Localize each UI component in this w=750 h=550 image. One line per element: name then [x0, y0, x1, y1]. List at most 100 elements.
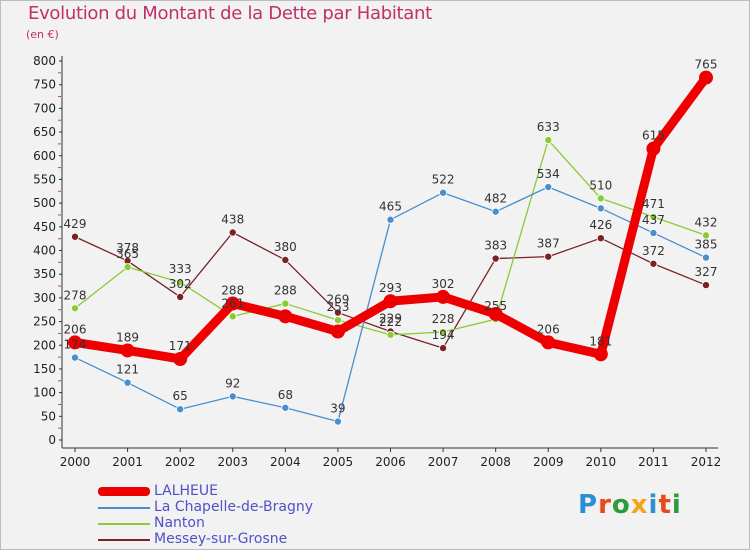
series-2-point: [649, 212, 658, 221]
y-tick-label: 100: [33, 386, 56, 400]
series-0-point: [120, 343, 135, 358]
y-tick-label: 450: [33, 220, 56, 234]
series-3-point: [491, 254, 500, 263]
y-tick-label: 550: [33, 172, 56, 186]
legend: LALHEUE La Chapelle-de-Bragny Nanton Messey…: [98, 483, 418, 548]
series-3-point: [71, 232, 80, 241]
chart-title: Evolution du Montant de la Dette par Hab…: [28, 3, 432, 24]
x-tick-label: 2011: [638, 455, 669, 469]
data-label: 222: [379, 315, 402, 329]
x-tick-label: 2007: [428, 455, 459, 469]
x-tick-label: 2004: [270, 455, 301, 469]
data-label: 438: [221, 212, 244, 226]
series-2-point: [228, 312, 237, 321]
series-2-point: [439, 327, 448, 336]
x-tick-label: 2002: [165, 455, 196, 469]
x-tick-label: 2005: [323, 455, 354, 469]
data-label: 171: [169, 339, 192, 353]
legend-item: La Chapelle-de-Bragny: [98, 499, 418, 516]
proxiti-logo: Proxiti: [578, 490, 682, 520]
logo-letter: x: [630, 490, 649, 520]
x-tick-label: 2000: [60, 455, 91, 469]
data-label: 437: [642, 213, 665, 227]
y-tick-label: 700: [33, 101, 56, 115]
series-0-point: [173, 351, 188, 366]
series-1-point: [544, 183, 553, 192]
data-label: 387: [537, 237, 560, 251]
y-tick-label: 750: [33, 78, 56, 92]
x-tick-label: 2012: [691, 455, 722, 469]
series-0-point: [699, 70, 713, 85]
series-0-point: [68, 335, 82, 350]
series-0-point: [593, 347, 608, 362]
logo-letter: i: [648, 490, 659, 520]
data-label: 92: [225, 376, 240, 390]
series-0-point: [436, 289, 451, 304]
axes: [58, 56, 718, 449]
data-label: 261: [221, 296, 244, 310]
series-3-point: [702, 281, 711, 290]
series-2-point: [333, 316, 342, 325]
y-tick-label: 300: [33, 291, 56, 305]
legend-swatch: [98, 507, 150, 509]
chart-subtitle: (en €): [26, 28, 59, 41]
data-label: 229: [379, 312, 402, 326]
y-tick-label: 400: [33, 244, 56, 258]
series-2-point: [71, 304, 80, 313]
series-2-point: [123, 263, 132, 272]
x-tick-label: 2009: [533, 455, 564, 469]
legend-label: La Chapelle-de-Bragny: [154, 499, 314, 515]
series-1-point: [491, 207, 500, 216]
series-1-point: [176, 405, 185, 414]
series-2-point: [176, 278, 185, 287]
data-label: 380: [274, 240, 297, 254]
y-tick-label: 200: [33, 338, 56, 352]
data-label: 471: [642, 197, 665, 211]
data-label: 510: [589, 178, 612, 192]
data-label: 194: [432, 328, 455, 342]
y-tick-label: 0: [48, 433, 56, 447]
data-label: 372: [642, 244, 665, 258]
series-0-point: [278, 309, 293, 324]
series-0-point: [383, 294, 398, 309]
series-3-point: [228, 228, 237, 237]
data-label: 482: [484, 192, 507, 206]
data-label: 121: [116, 363, 139, 377]
x-tick-label: 2006: [375, 455, 406, 469]
series-0-point: [541, 335, 556, 350]
series-1-point: [386, 215, 395, 224]
data-label: 633: [537, 120, 560, 134]
logo-letter: t: [658, 490, 672, 520]
logo-letter: i: [671, 490, 682, 520]
data-label: 255: [484, 299, 507, 313]
series-1-point: [281, 403, 290, 412]
x-tick-label: 2008: [480, 455, 511, 469]
series-2-point: [386, 330, 395, 339]
series-2-point: [544, 136, 553, 145]
series-3-point: [596, 234, 605, 243]
series-3-point: [544, 252, 553, 261]
data-label: 432: [695, 215, 718, 229]
legend-label: Messey-sur-Grosne: [154, 531, 288, 547]
data-label: 278: [64, 288, 87, 302]
logo-letter: r: [598, 490, 612, 520]
legend-item: Nanton: [98, 515, 418, 532]
series-0-point: [488, 306, 503, 321]
series-3-point: [439, 344, 448, 353]
y-tick-label: 250: [33, 315, 56, 329]
series-1-point: [702, 253, 711, 262]
data-labels-layer: 206 189 171 288 293 302 206 181 615 765 174 121 65 92…: [64, 58, 718, 416]
data-label: 385: [695, 238, 718, 252]
series-3-point: [176, 292, 185, 301]
series-1-point: [439, 188, 448, 197]
y-tick-label: 650: [33, 125, 56, 139]
data-label: 615: [642, 129, 665, 143]
data-label: 765: [695, 58, 718, 72]
legend-swatch: [98, 523, 150, 525]
data-label: 39: [330, 402, 345, 416]
data-label: 174: [64, 338, 87, 352]
data-label: 293: [379, 281, 402, 295]
x-tick-label: 2001: [112, 455, 143, 469]
data-label: 465: [379, 200, 402, 214]
logo-letter: P: [578, 490, 599, 520]
